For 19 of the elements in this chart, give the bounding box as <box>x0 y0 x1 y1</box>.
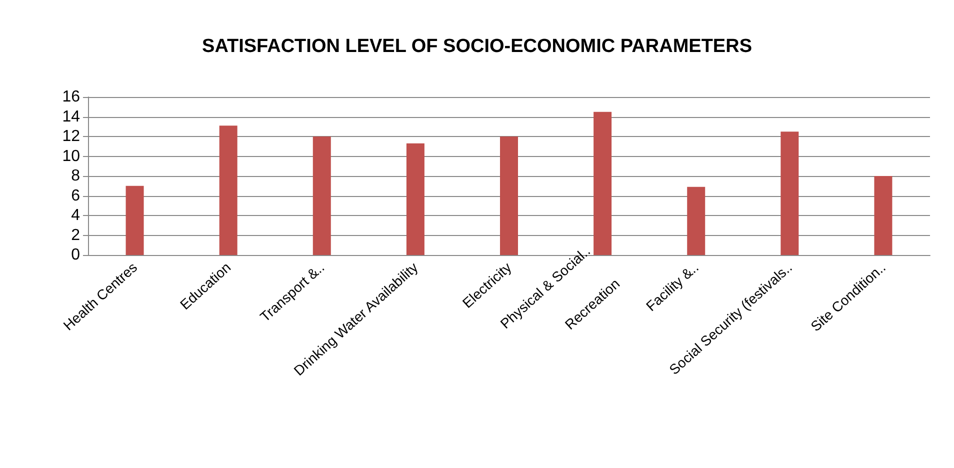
y-tick-label: 0 <box>71 246 80 264</box>
y-tick-label: 14 <box>62 108 80 126</box>
bar <box>687 186 706 255</box>
bar <box>500 136 518 255</box>
bar <box>780 132 799 255</box>
bar <box>126 186 144 255</box>
y-tick-label: 2 <box>71 226 80 244</box>
bar <box>219 126 238 255</box>
y-tick-label: 10 <box>62 148 80 165</box>
y-tick-label: 16 <box>62 88 80 106</box>
y-tick-label: 8 <box>71 168 80 184</box>
bar <box>312 136 331 255</box>
bar <box>874 176 892 255</box>
bar <box>406 143 424 255</box>
y-tick-label: 12 <box>62 128 80 145</box>
chart-title: SATISFACTION LEVEL OF SOCIO-ECONOMIC PARAMETERS <box>202 36 752 57</box>
y-tick-label: 6 <box>71 187 80 204</box>
y-tick-label: 4 <box>71 207 80 224</box>
bar <box>594 112 612 255</box>
